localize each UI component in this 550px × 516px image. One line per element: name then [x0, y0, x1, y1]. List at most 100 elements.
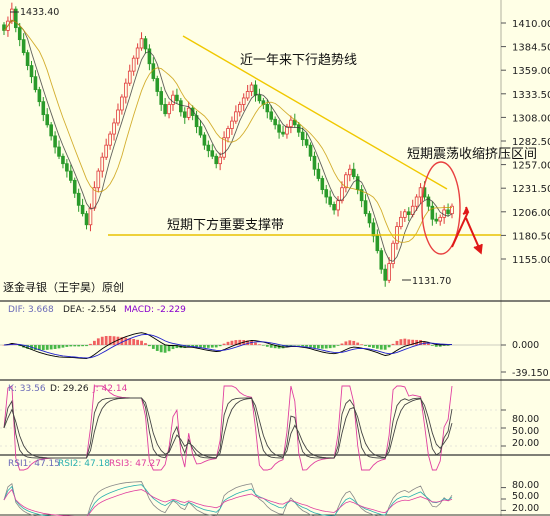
- macd-bar: [89, 343, 92, 345]
- candle-body: [45, 114, 50, 126]
- candle-body: [434, 218, 439, 222]
- candle-body: [304, 139, 309, 146]
- candle-body: [277, 124, 281, 133]
- price-tick-label: 1206.00: [512, 208, 550, 219]
- candle-body: [312, 155, 317, 170]
- macd-bar: [136, 339, 140, 345]
- macd-bar: [332, 345, 336, 348]
- macd-legend-dif: DIF: 3.668: [8, 305, 54, 315]
- macd-bar: [155, 345, 159, 351]
- macd-bar: [234, 340, 238, 345]
- macd-bar: [175, 345, 179, 349]
- macd-bar: [411, 339, 415, 345]
- trend-line: [182, 35, 448, 190]
- macd-bar: [427, 343, 430, 345]
- price-candles: [2, 2, 454, 287]
- price-tick-label: 1282.50: [512, 137, 550, 148]
- macd-bar: [128, 338, 132, 345]
- price-tick-label: 1333.50: [512, 90, 550, 101]
- kdj-tick-20: 20.00: [512, 438, 539, 449]
- macd-bar: [34, 345, 37, 350]
- macd-tick-low: -39.150: [512, 368, 549, 379]
- rsi1-line: [3, 481, 453, 516]
- macd-bar: [57, 345, 61, 349]
- candle-body: [226, 128, 230, 139]
- candle-body: [147, 48, 152, 65]
- macd-bar: [163, 345, 167, 353]
- macd-bar: [230, 340, 234, 345]
- macd-bar: [289, 345, 293, 346]
- rsi-panel: [3, 481, 506, 516]
- ma-line: [3, 19, 452, 243]
- candle-body: [57, 146, 61, 157]
- macd-bar: [430, 345, 434, 346]
- candle-body: [265, 104, 270, 113]
- candle-body: [167, 104, 171, 115]
- macd-bar: [199, 345, 202, 348]
- up-arrow: [451, 211, 469, 248]
- candle-body: [332, 203, 336, 211]
- candle-body: [206, 144, 211, 152]
- candle-body: [379, 250, 384, 270]
- macd-bar: [246, 340, 250, 345]
- down-arrow: [465, 217, 481, 251]
- candle-body: [37, 89, 42, 103]
- candle-body: [387, 263, 391, 281]
- kdj-legend-j: J: 42.14: [92, 384, 128, 394]
- macd-bar: [238, 339, 242, 345]
- candle-body: [450, 205, 454, 215]
- macd-bar: [265, 345, 269, 347]
- macd-bar: [250, 340, 253, 345]
- macd-bar: [222, 343, 226, 345]
- candle-body: [143, 38, 148, 50]
- candle-body: [139, 38, 144, 49]
- candle-body: [72, 179, 77, 194]
- macd-bar: [206, 345, 210, 348]
- candle-body: [222, 137, 226, 158]
- macd-bar: [69, 345, 73, 347]
- macd-bar: [395, 340, 399, 345]
- candle-body: [33, 76, 38, 91]
- candle-body: [300, 131, 305, 141]
- macd-bar: [108, 335, 112, 345]
- candle-body: [241, 97, 246, 105]
- candle-body: [308, 144, 313, 157]
- candle-body: [25, 52, 30, 66]
- price-tick-label: 1410.00: [512, 19, 550, 30]
- candle-body: [182, 111, 187, 118]
- macd-bar: [124, 337, 128, 345]
- candle-body: [245, 91, 250, 99]
- candle-body: [399, 216, 403, 228]
- candle-body: [29, 65, 34, 78]
- macd-bar: [403, 338, 407, 345]
- macd-panel: [0, 332, 506, 373]
- candle-body: [391, 242, 395, 265]
- candle-body: [418, 187, 423, 198]
- candle-body: [186, 107, 191, 118]
- macd-bar: [171, 345, 175, 350]
- price-tick-label: 1384.50: [512, 43, 550, 54]
- candle-body: [116, 109, 120, 124]
- candle-body: [124, 82, 128, 98]
- macd-bar: [324, 345, 328, 349]
- candle-body: [348, 168, 352, 176]
- candle-body: [426, 196, 431, 207]
- macd-bar: [446, 345, 450, 346]
- macd-bar: [438, 345, 442, 347]
- macd-bar: [61, 345, 65, 348]
- macd-bar: [96, 338, 100, 345]
- price-tick-label: 1308.00: [512, 113, 550, 124]
- candle-body: [355, 176, 360, 190]
- macd-bar: [305, 345, 308, 347]
- macd-bar: [140, 340, 143, 345]
- candle-body: [17, 27, 22, 41]
- candle-body: [108, 133, 112, 146]
- macd-bar: [254, 342, 257, 345]
- rsi-tick-50: 50.00: [512, 491, 539, 502]
- kdj-tick-50: 50.00: [512, 426, 539, 437]
- kdj-tick-80: 80.00: [512, 414, 539, 425]
- macd-bar: [37, 345, 41, 351]
- candle-body: [234, 111, 238, 122]
- candle-body: [414, 196, 419, 207]
